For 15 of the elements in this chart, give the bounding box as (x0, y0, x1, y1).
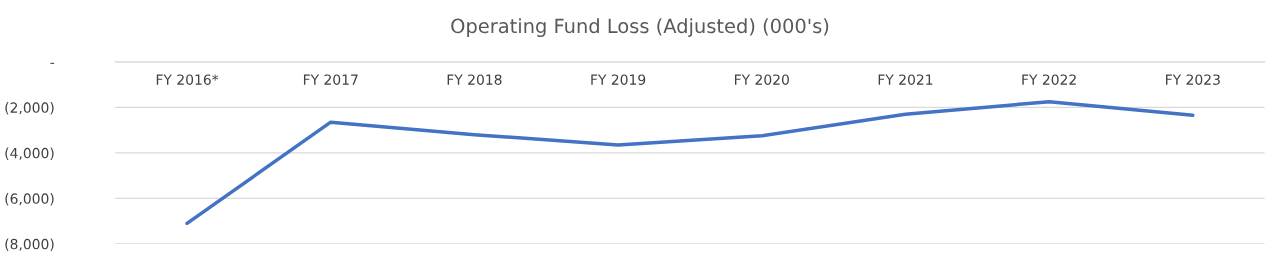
x-tick-label: FY 2022 (1022, 74, 1076, 85)
x-tick-label: FY 2021 (878, 74, 933, 85)
y-tick-label: (6,000) (5, 193, 54, 206)
x-tick-label: FY 2017 (303, 74, 358, 85)
x-tick-label: FY 2019 (591, 74, 646, 85)
x-tick-label: FY 2016* (156, 74, 219, 85)
y-tick-label: - (50, 62, 55, 64)
y-tick-label: (8,000) (5, 238, 54, 251)
x-tick-label: FY 2020 (735, 74, 789, 85)
y-tick-label: (4,000) (5, 147, 54, 160)
y-tick-label: (2,000) (5, 102, 54, 115)
x-tick-label: FY 2018 (447, 74, 502, 85)
x-tick-label: FY 2023 (1166, 74, 1220, 85)
line-series (185, 99, 1195, 226)
chart-title: Operating Fund Loss (Adjusted) (000's) (451, 18, 829, 38)
